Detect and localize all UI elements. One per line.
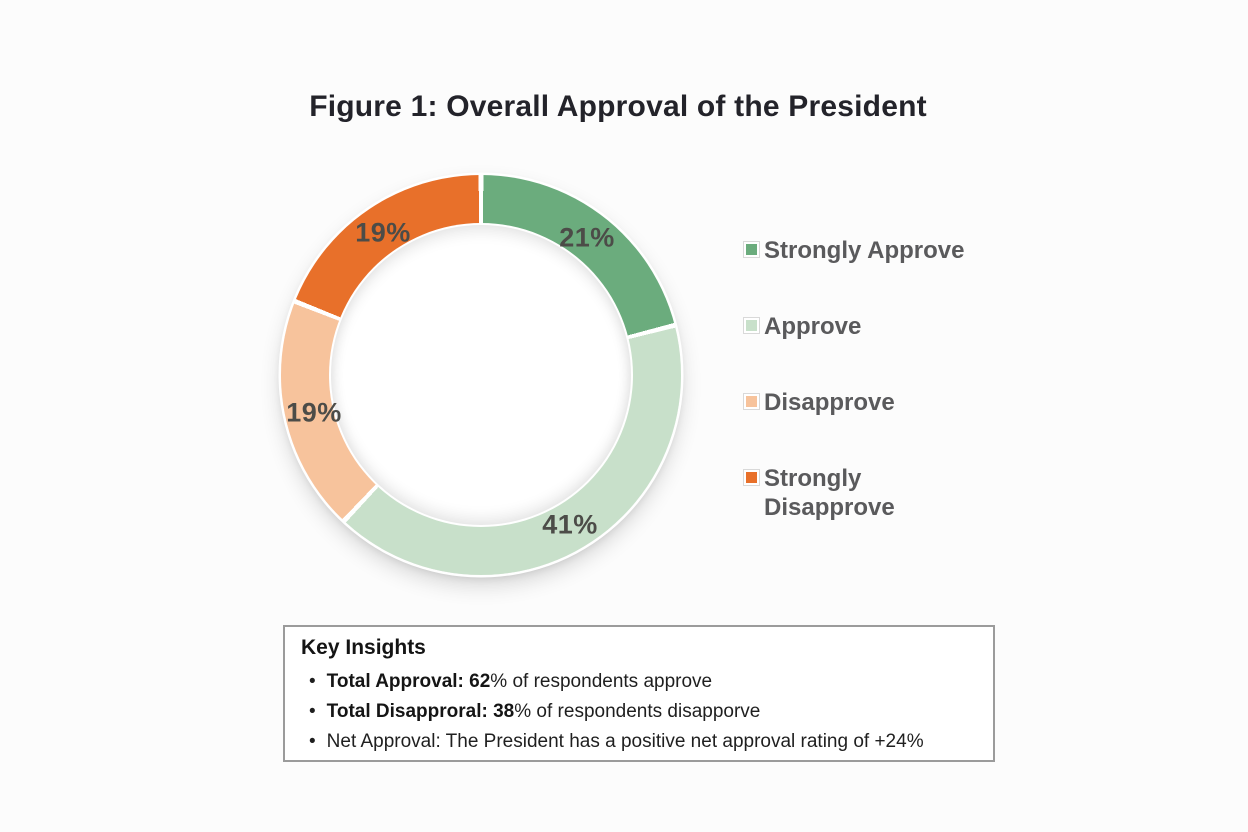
bullet-icon: •: [309, 701, 316, 722]
insight-total-disapproval: • Total Disapproral: 38% of respondents …: [301, 697, 977, 727]
insight-text: Net Approval: The President has a positi…: [326, 731, 924, 752]
legend-swatch-approve: [743, 317, 760, 334]
slice-label-strongly-disapprove: 19%: [355, 217, 411, 248]
key-insights-box: Key Insights • Total Approval: 62% of re…: [283, 625, 995, 762]
chart-legend: Strongly Approve Approve Disapprove Stro…: [743, 236, 994, 522]
insight-net-approval: • Net Approval: The President has a posi…: [301, 727, 977, 757]
key-insights-heading: Key Insights: [301, 636, 426, 659]
insight-text: % of respondents approve: [490, 671, 713, 692]
legend-swatch-strongly-disapprove: [743, 469, 760, 486]
legend-label: Approve: [764, 313, 862, 340]
slice-label-disapprove: 19%: [286, 397, 342, 428]
bullet-icon: •: [309, 671, 316, 692]
legend-swatch-disapprove: [743, 393, 760, 410]
legend-item-strongly-disapprove: Strongly Disapprove: [743, 464, 994, 522]
donut-chart: 21% 41% 19% 19%: [281, 175, 681, 575]
legend-label: Strongly Approve: [764, 237, 965, 264]
insight-text: % of respondents disapporve: [514, 701, 761, 722]
bullet-icon: •: [309, 731, 316, 752]
insight-bold-text: Total Disapproral: 38: [326, 701, 515, 722]
figure-title: Figure 1: Overall Approval of the Presid…: [309, 90, 927, 123]
slice-label-strongly-approve: 21%: [559, 222, 615, 253]
legend-item-approve: Approve: [743, 312, 994, 341]
slice-label-approve: 41%: [542, 509, 598, 540]
legend-item-disapprove: Disapprove: [743, 388, 994, 417]
insight-total-approval: • Total Approval: 62% of respondents app…: [301, 667, 977, 697]
legend-swatch-strongly-approve: [743, 241, 760, 258]
donut-hole: [331, 225, 631, 525]
legend-label: Disapprove: [764, 389, 895, 416]
legend-label: Strongly Disapprove: [764, 465, 895, 521]
insight-bold-text: Total Approval: 62: [326, 671, 491, 692]
legend-item-strongly-approve: Strongly Approve: [743, 236, 994, 265]
